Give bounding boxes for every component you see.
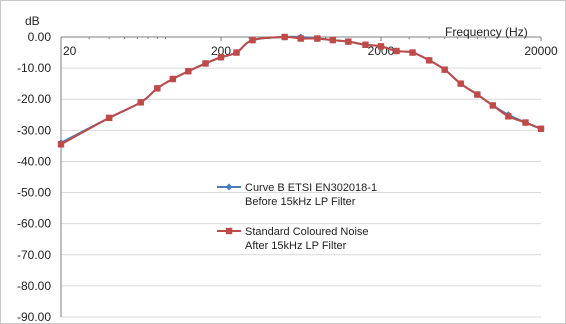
data-point-square — [154, 85, 161, 92]
data-point-square — [105, 114, 113, 122]
x-tick-label: 200 — [211, 44, 231, 58]
data-point-square — [249, 36, 256, 44]
data-point-square — [457, 80, 464, 87]
x-tick-label: 20 — [63, 44, 77, 58]
data-point-square — [329, 36, 337, 44]
data-point-square — [522, 119, 529, 126]
legend-entry-text: Before 15kHz LP Filter — [245, 196, 356, 208]
y-tick-label: -30.00 — [17, 123, 51, 137]
axis-labels: dB Frequency (Hz) — [25, 14, 528, 39]
y-tick-label: -20.00 — [17, 92, 51, 106]
legend-entry-text: After 15kHz LP Filter — [245, 240, 347, 252]
data-point-square — [474, 91, 481, 98]
data-point-square — [425, 57, 433, 64]
data-point-square — [377, 43, 385, 50]
legend-entry-text: Curve B ETSI EN302018-1 — [245, 182, 377, 194]
data-point-square — [281, 33, 288, 41]
y-tick-label: -90.00 — [17, 310, 51, 323]
data-point-square — [409, 49, 416, 56]
x-axis-label: Frequency (Hz) — [445, 25, 528, 39]
legend-swatch-marker — [225, 227, 233, 235]
axes: 0.00 -10.00 -20.00 -30.00 -40.00 -50.00 -60.00… — [17, 30, 558, 323]
data-point-square — [185, 68, 192, 75]
data-point-square — [505, 113, 512, 120]
x-tick-label: 20000 — [524, 44, 558, 58]
y-tick-label: -80.00 — [17, 279, 51, 293]
data-point-square — [362, 41, 369, 48]
y-axis-label: dB — [25, 14, 40, 28]
data-point-square — [137, 99, 144, 106]
data-point-square — [217, 54, 225, 61]
data-point-square — [233, 49, 240, 56]
data-point-square — [202, 60, 209, 67]
y-tick-label: -10.00 — [17, 61, 51, 75]
data-point-square — [57, 141, 65, 148]
data-point-square — [169, 75, 177, 83]
data-point-square — [345, 38, 352, 45]
y-tick-label: 0.00 — [28, 30, 52, 44]
data-point-square — [297, 35, 304, 42]
data-point-square — [314, 35, 321, 42]
data-point-square — [393, 47, 400, 55]
legend: Curve B ETSI EN302018-1 Before 15kHz LP F… — [217, 182, 377, 252]
data-point-square — [489, 102, 497, 109]
series-lines — [60, 35, 542, 146]
y-tick-label: -60.00 — [17, 217, 51, 231]
y-tick-label: -70.00 — [17, 248, 51, 262]
y-tick-label: -40.00 — [17, 154, 51, 168]
legend-swatch-marker — [225, 183, 233, 191]
y-tick-label: -50.00 — [17, 186, 51, 200]
data-point-square — [537, 125, 545, 132]
data-point-square — [441, 66, 448, 73]
series-line-2 — [60, 35, 542, 146]
series-markers — [57, 33, 545, 148]
legend-entry-text: Standard Coloured Noise — [245, 226, 369, 238]
